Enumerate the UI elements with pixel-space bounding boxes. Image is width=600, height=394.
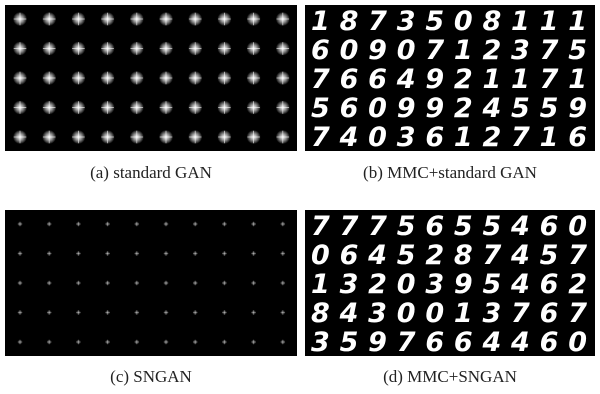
caption: (a) standard GAN xyxy=(90,163,212,182)
caption: (d) MMC+SNGAN xyxy=(383,367,517,386)
figure: 1873508111609071237576649211715609924559… xyxy=(0,0,600,394)
caption: (b) MMC+standard GAN xyxy=(363,163,537,182)
caption: (c) SNGAN xyxy=(110,367,192,386)
